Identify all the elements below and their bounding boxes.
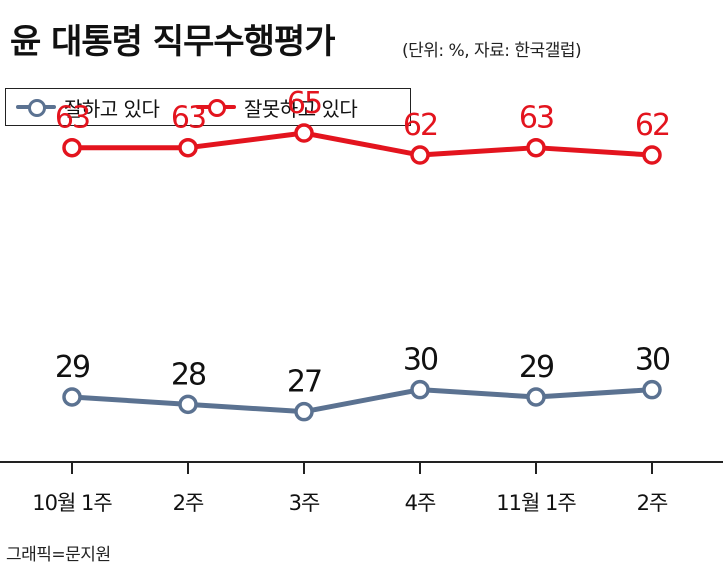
data-point-approve	[642, 379, 662, 400]
x-tick-label: 4주	[405, 491, 436, 515]
data-point-approve	[410, 379, 430, 400]
data-label-disapprove: 63	[171, 101, 205, 136]
legend-item-approve: 잘하고 있다	[16, 89, 160, 125]
data-label-approve: 29	[55, 350, 89, 385]
data-point-disapprove	[62, 137, 82, 158]
x-tick-label: 2주	[637, 491, 668, 515]
data-point-disapprove	[642, 145, 662, 165]
data-label-approve: 29	[519, 350, 553, 385]
legend: 잘하고 있다 잘못하고 있다	[5, 88, 411, 126]
series-line-approve	[69, 387, 655, 415]
data-label-approve: 30	[635, 343, 670, 378]
x-tick-label: 3주	[289, 491, 320, 515]
legend-swatch-approve	[16, 97, 56, 117]
data-point-disapprove	[294, 123, 314, 143]
series-line-disapprove	[69, 130, 655, 158]
data-label-approve: 27	[287, 365, 321, 400]
data-label-disapprove: 65	[287, 86, 321, 121]
data-point-disapprove	[526, 137, 546, 158]
chart-title: 윤 대통령 직무수행평가	[10, 22, 335, 62]
data-label-disapprove: 63	[519, 101, 553, 136]
data-label-approve: 30	[403, 343, 438, 378]
data-point-approve	[294, 401, 314, 422]
legend-item-disapprove: 잘못하고 있다	[196, 89, 358, 125]
data-point-disapprove	[178, 137, 198, 158]
x-tick-label: 11월 1주	[496, 491, 576, 515]
data-label-approve: 28	[171, 357, 206, 392]
legend-label-disapprove: 잘못하고 있다	[244, 96, 358, 121]
data-point-approve	[62, 387, 82, 407]
data-point-approve	[178, 394, 198, 415]
x-tick-label: 2주	[173, 491, 204, 515]
data-label-disapprove: 62	[403, 108, 437, 143]
data-label-disapprove: 63	[55, 101, 89, 136]
legend-swatch-disapprove	[196, 97, 236, 117]
x-tick-label: 10월 1주	[32, 491, 112, 515]
chart-subtitle: (단위: %, 자료: 한국갤럽)	[402, 41, 582, 61]
graphic-credit: 그래픽=문지원	[6, 545, 111, 565]
data-point-approve	[526, 387, 546, 407]
legend-label-approve: 잘하고 있다	[64, 96, 160, 121]
data-point-disapprove	[410, 145, 430, 165]
data-label-disapprove: 62	[635, 108, 669, 143]
